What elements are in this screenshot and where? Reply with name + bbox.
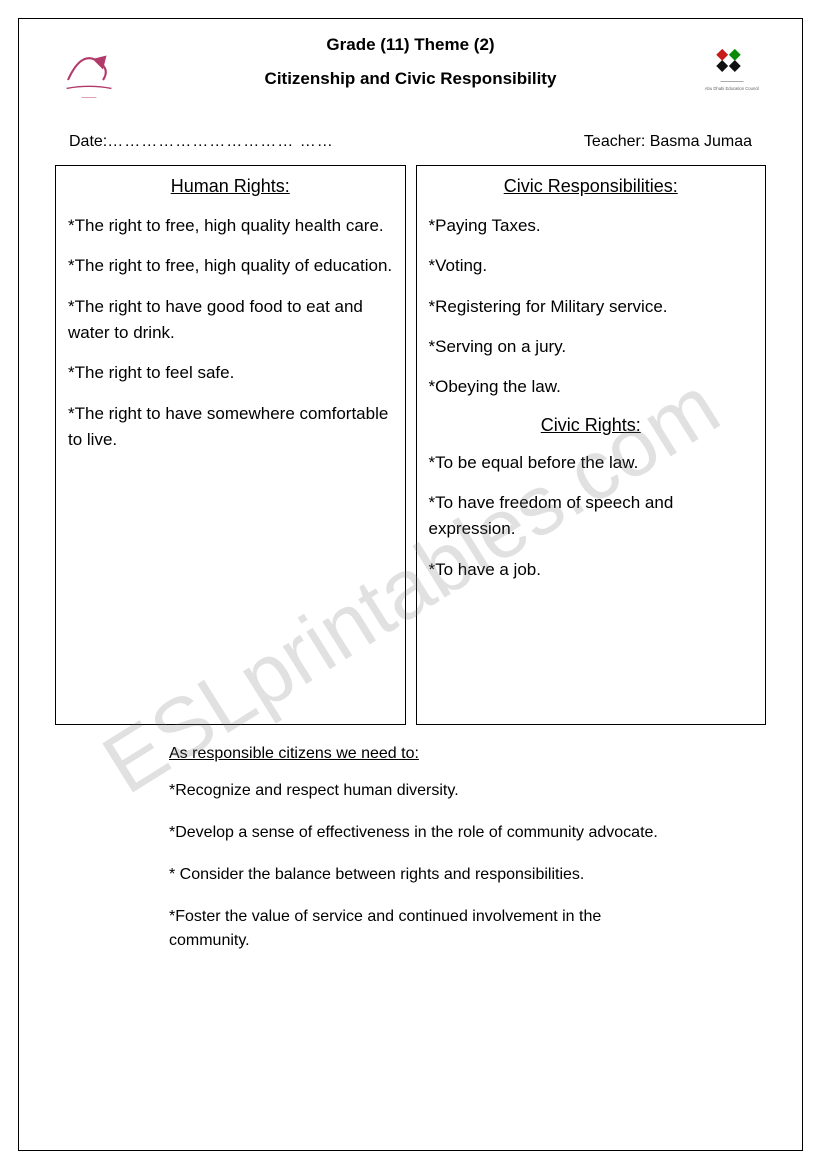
right-column: Civic Responsibilities: *Paying Taxes. *… <box>416 165 767 725</box>
list-item: *Obeying the law. <box>429 374 754 400</box>
right-column-title-2: Civic Rights: <box>429 415 754 436</box>
list-item: *The right to free, high quality of educ… <box>68 253 393 279</box>
logo-right: ــــــــــــــــ Abu Dhabi Education Cou… <box>692 33 772 113</box>
list-item: *Registering for Military service. <box>429 294 754 320</box>
left-column-title: Human Rights: <box>68 176 393 197</box>
columns: Human Rights: *The right to free, high q… <box>55 165 766 725</box>
header-center: Grade (11) Theme (2) Citizenship and Civ… <box>129 33 692 99</box>
logo-left: ـــــــــ <box>49 33 129 113</box>
list-item: *Recognize and respect human diversity. <box>169 779 712 803</box>
page-border: ESLprintables.com ـــــــــ Grade (11) T… <box>18 18 803 1151</box>
header-line-2: Citizenship and Civic Responsibility <box>129 69 692 89</box>
list-item: *The right to free, high quality health … <box>68 213 393 239</box>
bottom-title: As responsible citizens we need to: <box>169 745 712 763</box>
list-item: *To have a job. <box>429 557 754 583</box>
right-column-title-1: Civic Responsibilities: <box>429 176 754 197</box>
list-item: *Paying Taxes. <box>429 213 754 239</box>
list-item: *Voting. <box>429 253 754 279</box>
header-line-1: Grade (11) Theme (2) <box>129 35 692 55</box>
svg-text:Abu Dhabi Education Council: Abu Dhabi Education Council <box>705 86 760 91</box>
list-item: *The right to have good food to eat and … <box>68 294 393 347</box>
list-item: *The right to have somewhere comfortable… <box>68 401 393 454</box>
teacher-label: Teacher: <box>584 133 650 150</box>
left-logo-icon: ـــــــــ <box>54 38 124 108</box>
svg-text:ـــــــــ: ـــــــــ <box>81 94 97 100</box>
svg-text:ــــــــــــــــ: ــــــــــــــــ <box>720 78 744 83</box>
list-item: *Foster the value of service and continu… <box>169 905 712 953</box>
list-item: *The right to feel safe. <box>68 360 393 386</box>
list-item: * Consider the balance between rights an… <box>169 863 712 887</box>
left-column: Human Rights: *The right to free, high q… <box>55 165 406 725</box>
teacher-name: Basma Jumaa <box>650 133 752 150</box>
list-item: *To be equal before the law. <box>429 450 754 476</box>
list-item: *To have freedom of speech and expressio… <box>429 490 754 543</box>
date-label: Date: <box>69 133 107 150</box>
date-field: Date:…………………………… …… <box>69 133 334 151</box>
list-item: *Develop a sense of effectiveness in the… <box>169 821 712 845</box>
right-logo-icon: ــــــــــــــــ Abu Dhabi Education Cou… <box>697 38 767 108</box>
meta-row: Date:…………………………… …… Teacher: Basma Jumaa <box>69 133 752 151</box>
bottom-section: As responsible citizens we need to: *Rec… <box>169 745 712 953</box>
list-item: *Serving on a jury. <box>429 334 754 360</box>
teacher-field: Teacher: Basma Jumaa <box>584 133 752 151</box>
header-row: ـــــــــ Grade (11) Theme (2) Citizensh… <box>49 33 772 113</box>
date-dots: …………………………… …… <box>107 133 333 150</box>
